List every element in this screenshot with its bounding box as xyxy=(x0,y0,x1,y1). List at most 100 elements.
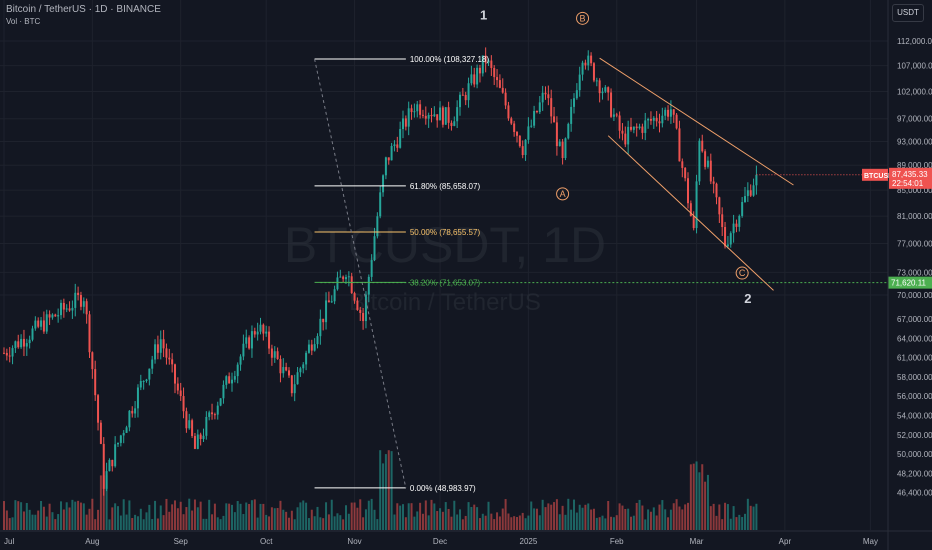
symbol-tag xyxy=(862,168,888,181)
candle xyxy=(481,55,484,74)
candle xyxy=(208,412,211,417)
candle xyxy=(3,352,5,354)
volume-bar xyxy=(11,517,14,530)
candle xyxy=(99,422,102,444)
volume-bar xyxy=(231,504,233,530)
candle xyxy=(327,300,330,303)
candle xyxy=(726,244,729,247)
volume-bar xyxy=(632,515,635,530)
candle xyxy=(461,94,464,96)
volume-bar xyxy=(689,464,692,530)
candle xyxy=(598,80,601,94)
price-axis[interactable]: 71,620.11 112,000.00 107,000.00 102,000.00 9… xyxy=(862,0,932,550)
volume-bar xyxy=(741,517,744,530)
candle xyxy=(456,107,459,122)
candle xyxy=(128,410,131,428)
candle xyxy=(610,92,613,117)
candle xyxy=(470,74,473,84)
candle xyxy=(185,411,188,429)
candle xyxy=(655,117,658,122)
candle xyxy=(17,341,20,348)
volume-indicator-label[interactable]: Vol · BTC xyxy=(6,17,41,26)
candle xyxy=(233,376,236,380)
volume-bar xyxy=(384,454,387,530)
volume-bar xyxy=(746,498,749,530)
volume-bar xyxy=(570,509,573,530)
volume-bar xyxy=(208,499,211,530)
volume-bar xyxy=(350,502,353,530)
candle xyxy=(675,114,678,129)
candle xyxy=(746,190,749,197)
candle xyxy=(54,314,57,317)
time-axis[interactable]: Jul Aug Sep Oct Nov Dec 2025 Feb Mar Apr May xyxy=(0,530,932,546)
candle xyxy=(447,107,450,123)
volume-bar xyxy=(544,507,547,530)
candle xyxy=(712,181,715,184)
volume-bar xyxy=(176,508,179,530)
volume-bar xyxy=(151,519,154,530)
volume-bar xyxy=(601,515,604,530)
volume-bar xyxy=(581,507,584,530)
price-tick-label: 61,000.00 xyxy=(897,354,932,363)
candle xyxy=(276,351,279,360)
candle xyxy=(34,320,37,329)
price-tick-label: 73,000.00 xyxy=(897,268,932,277)
candle xyxy=(231,379,233,384)
candle xyxy=(119,435,122,443)
time-tick-label: Apr xyxy=(779,537,792,546)
volume-bar xyxy=(621,505,624,530)
volume-bar xyxy=(453,500,456,530)
volume-bar xyxy=(575,512,578,530)
candle xyxy=(213,414,216,416)
support-price-label: 71,620.11 xyxy=(891,279,927,288)
candle xyxy=(356,300,359,310)
volume-bar xyxy=(202,518,205,530)
candle xyxy=(20,338,23,348)
candle xyxy=(42,320,45,332)
candle xyxy=(174,364,176,384)
candle xyxy=(664,109,667,116)
grid xyxy=(0,0,888,530)
volume-bar xyxy=(108,519,111,530)
candle xyxy=(384,157,387,176)
volume-bar xyxy=(139,508,142,530)
currency-button[interactable]: USDT xyxy=(892,4,924,22)
candle xyxy=(698,140,701,182)
volume-bar xyxy=(481,513,484,530)
price-tick-label: 48,200.00 xyxy=(897,469,932,478)
volume-bar xyxy=(42,506,45,530)
candle xyxy=(649,118,652,121)
volume-bar xyxy=(410,503,413,530)
fib-level-label: 100.00% (108,327.18) xyxy=(410,55,490,64)
volume-bar xyxy=(655,515,658,530)
volume-bar xyxy=(407,503,410,530)
volume-bar xyxy=(524,518,527,530)
volume-bar xyxy=(587,503,590,530)
candle xyxy=(253,331,256,335)
candle xyxy=(612,114,615,117)
candle xyxy=(496,77,499,81)
candle xyxy=(97,395,100,423)
wedge-upper-line xyxy=(599,57,794,186)
candle xyxy=(504,92,507,106)
wave-label-a: A xyxy=(560,189,566,199)
volume-bar xyxy=(664,509,667,530)
candle xyxy=(553,116,556,123)
volume-bar xyxy=(390,451,393,530)
volume-bar xyxy=(216,517,219,530)
candle xyxy=(430,114,433,117)
volume-bar xyxy=(473,504,476,530)
volume-bar xyxy=(692,463,695,530)
candle xyxy=(721,214,724,228)
volume-bar xyxy=(595,517,598,530)
volume-bar xyxy=(339,515,342,530)
volume-bar xyxy=(122,499,125,530)
price-tick-label: 97,000.00 xyxy=(897,115,932,124)
candle xyxy=(79,294,82,307)
volume-bar xyxy=(242,514,245,530)
candle xyxy=(424,115,427,119)
volume-bar xyxy=(618,503,621,530)
candle xyxy=(259,324,262,332)
volume-bar xyxy=(276,507,279,530)
